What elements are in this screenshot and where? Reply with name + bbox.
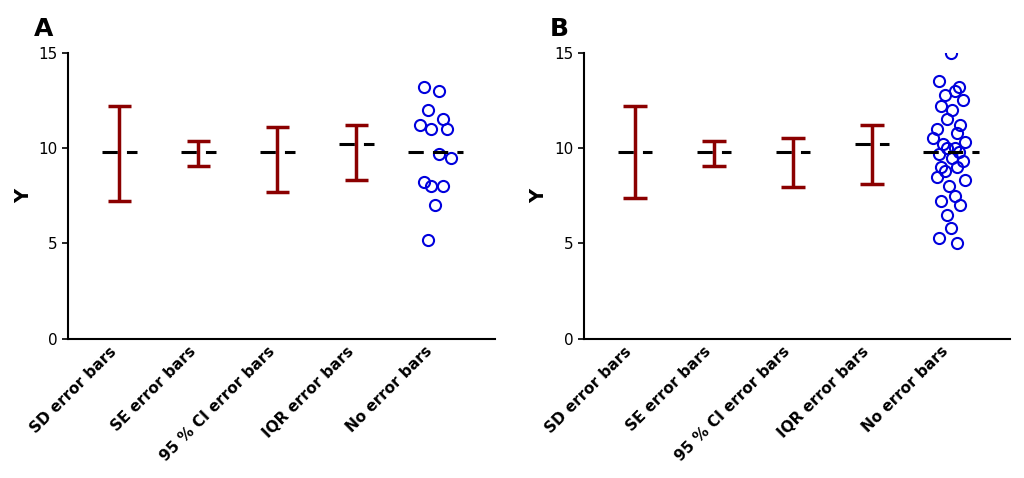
Text: B: B [550, 17, 568, 41]
Y-axis label: Y: Y [14, 189, 33, 203]
Text: A: A [34, 17, 53, 41]
Y-axis label: Y: Y [529, 189, 549, 203]
